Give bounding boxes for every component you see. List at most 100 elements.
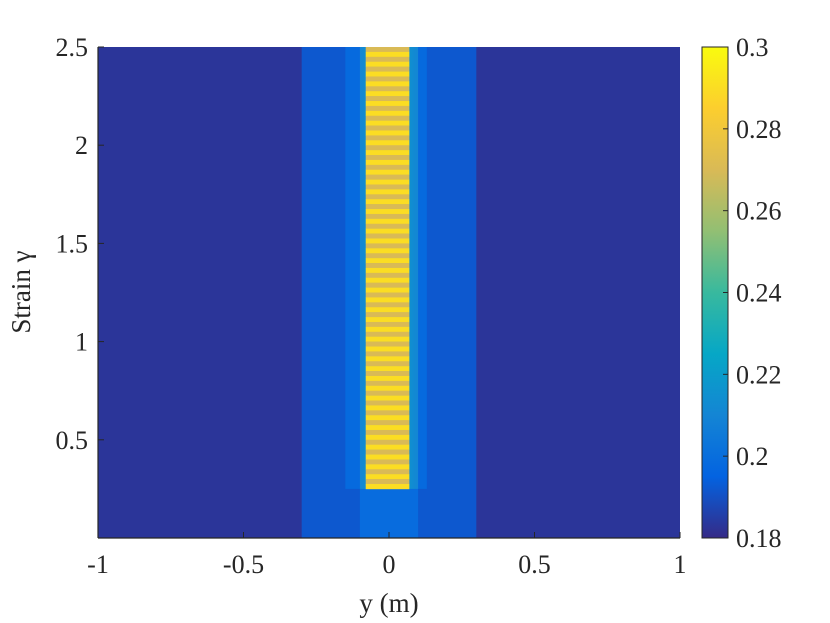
shear-band-stripe <box>365 194 410 200</box>
shear-band-stripe <box>365 341 410 347</box>
shear-band-stripe <box>365 375 410 382</box>
shear-band-stripe <box>365 346 410 352</box>
x-tick-label: 1 <box>674 550 687 579</box>
y-tick-label: 1.5 <box>56 229 89 258</box>
shear-band-stripe <box>365 159 410 166</box>
shear-band-stripe <box>365 125 410 131</box>
shear-band-stripe <box>365 400 410 406</box>
colorbar-tick-label: 0.22 <box>736 360 782 389</box>
shear-band-stripe <box>365 474 410 480</box>
x-tick-label: -0.5 <box>223 550 264 579</box>
shear-band-stripe <box>365 66 410 72</box>
shear-band-stripe <box>365 258 410 264</box>
shear-band-stripe <box>365 321 410 328</box>
shear-band-stripe <box>365 47 410 53</box>
colorbar-tick-label: 0.2 <box>736 442 769 471</box>
shear-band-stripe <box>365 233 410 239</box>
shear-band-stripe <box>365 71 410 77</box>
shear-band-stripe <box>365 449 410 455</box>
shear-band-stripe <box>365 385 410 391</box>
shear-band-stripe <box>365 351 410 357</box>
shear-band-stripe <box>365 184 410 190</box>
shear-band-stripe <box>365 336 410 342</box>
shear-band-stripe <box>365 218 410 225</box>
shear-band-stripe <box>365 243 410 249</box>
shear-band-stripe <box>365 405 410 411</box>
shear-band-stripe <box>365 253 410 259</box>
shear-band-stripe <box>365 415 410 421</box>
shear-band-stripe <box>365 483 410 490</box>
shear-band-stripe <box>365 390 410 396</box>
shear-band-stripe <box>365 410 410 416</box>
y-tick-label: 0.5 <box>56 426 89 455</box>
x-tick-label: 0 <box>383 550 396 579</box>
shear-band-stripe <box>365 120 410 126</box>
shear-band-stripe <box>365 238 410 244</box>
shear-band-stripe <box>365 444 410 450</box>
shear-band-stripe <box>365 317 410 323</box>
colorbar-tick-label: 0.28 <box>736 115 782 144</box>
shear-band-stripe <box>365 302 410 308</box>
shear-band-stripe <box>365 130 410 136</box>
x-tick-label: -1 <box>87 550 109 579</box>
shear-band-stripe <box>365 380 410 387</box>
shear-band-stripe <box>365 469 410 475</box>
shear-band-stripe <box>365 228 410 234</box>
localized-shear-band <box>365 47 410 490</box>
shear-band-stripe <box>365 439 410 446</box>
y-tick-label: 1 <box>75 328 88 357</box>
shear-band-stripe <box>365 361 410 367</box>
shear-band-stripe <box>365 61 410 67</box>
shear-band-stripe <box>365 395 410 401</box>
shear-band-stripe <box>365 331 410 337</box>
core-strain-below-onset <box>359 488 419 538</box>
shear-band-stripe <box>365 105 410 112</box>
colorbar: 0.18 0.2 0.22 0.24 0.26 0.28 0.3 <box>701 33 782 553</box>
shear-band-stripe <box>365 115 410 121</box>
shear-band-stripe <box>365 91 410 97</box>
shear-band-stripe <box>365 76 410 82</box>
shear-band-stripe <box>365 366 410 372</box>
shear-band-stripe <box>365 356 410 362</box>
shear-band-stripe <box>365 150 410 156</box>
x-tick-label: 0.5 <box>518 550 551 579</box>
shear-band-stripe <box>365 199 410 205</box>
shear-band-stripe <box>365 425 410 431</box>
shear-band-stripe <box>365 326 410 333</box>
y-axis-label: Strain γ <box>6 250 36 333</box>
plot-area <box>98 47 680 538</box>
shear-band-stripe <box>365 169 410 175</box>
shear-band-stripe <box>365 174 410 180</box>
shear-band-stripe <box>365 272 410 279</box>
shear-band-stripe <box>365 464 410 470</box>
x-axis-label: y (m) <box>359 588 418 618</box>
shear-band-stripe <box>365 292 410 298</box>
shear-band-stripe <box>365 209 410 215</box>
shear-band-stripe <box>365 297 410 303</box>
shear-band-stripe <box>365 267 410 274</box>
shear-band-stripe <box>365 179 410 185</box>
shear-band-stripe <box>365 223 410 229</box>
shear-band-stripe <box>365 454 410 460</box>
shear-band-stripe <box>365 263 410 269</box>
x-axis: -1 -0.5 0 0.5 1 <box>87 532 687 579</box>
shear-band-stripe <box>365 282 410 288</box>
shear-band-stripe <box>365 287 410 293</box>
colorbar-tick-label: 0.24 <box>736 279 782 308</box>
shear-band-stripe <box>365 145 410 151</box>
colorbar-tick-label: 0.18 <box>736 524 782 553</box>
shear-band-stripe <box>365 277 410 283</box>
shear-band-stripe <box>365 110 410 117</box>
shear-band-stripe <box>365 204 410 210</box>
shear-band-stripe <box>365 96 410 102</box>
shear-band-stripe <box>365 307 410 313</box>
shear-band-stripe <box>365 434 410 441</box>
shear-band-stripe <box>365 429 410 436</box>
y-tick-label: 2.5 <box>56 33 89 62</box>
shear-band-stripe <box>365 479 410 485</box>
y-tick-label: 2 <box>75 131 88 160</box>
shear-band-stripe <box>365 140 410 146</box>
shear-band-stripe <box>365 101 410 107</box>
shear-band-stripe <box>365 213 410 220</box>
